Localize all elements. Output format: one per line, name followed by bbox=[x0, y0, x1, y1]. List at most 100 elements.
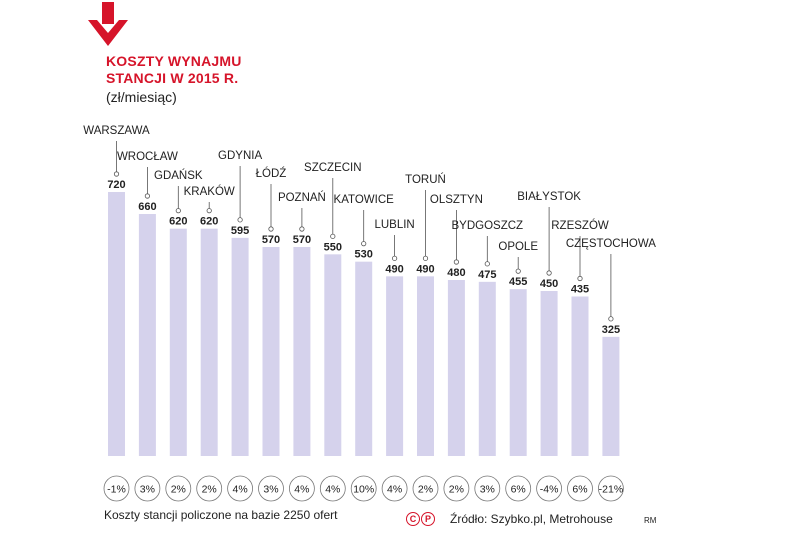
chart-title-line-2: STANCJI W 2015 R. bbox=[106, 70, 239, 86]
bar bbox=[602, 336, 620, 456]
bar bbox=[447, 280, 465, 456]
bar-value-label: 435 bbox=[571, 284, 589, 296]
change-badge bbox=[288, 475, 315, 502]
category-label: GDYNIA bbox=[218, 150, 262, 162]
down-arrow-icon bbox=[88, 2, 128, 46]
category-label: OLSZTYN bbox=[430, 194, 483, 206]
bar-value-label: 550 bbox=[324, 241, 342, 253]
source-credit: Źródło: Szybko.pl, Metrohouse bbox=[450, 512, 613, 526]
change-badge bbox=[103, 475, 130, 502]
logo-c: C bbox=[406, 512, 420, 526]
bar-value-label: 480 bbox=[447, 267, 465, 279]
category-label: BIAŁYSTOK bbox=[517, 191, 581, 203]
category-label: CZĘSTOCHOWA bbox=[566, 238, 656, 250]
bar-value-label: 570 bbox=[262, 234, 280, 246]
change-label: 2% bbox=[171, 484, 186, 496]
change-badge bbox=[412, 475, 439, 502]
bar bbox=[293, 247, 311, 456]
footnote: Koszty stancji policzone na bazie 2250 o… bbox=[104, 508, 338, 522]
bar bbox=[169, 228, 187, 456]
category-label: WARSZAWA bbox=[83, 125, 150, 137]
bar bbox=[231, 237, 249, 456]
leader-dot bbox=[206, 208, 212, 214]
bar bbox=[262, 247, 280, 456]
bar bbox=[417, 276, 434, 456]
change-label: 10% bbox=[353, 484, 374, 496]
bar-value-label: 595 bbox=[231, 225, 249, 237]
change-badge bbox=[196, 475, 223, 502]
leader-dot bbox=[113, 171, 120, 177]
leader-dot bbox=[299, 226, 305, 232]
leader-dot bbox=[268, 226, 274, 232]
category-label: KATOWICE bbox=[334, 194, 395, 206]
leader-dot bbox=[391, 255, 398, 261]
leader-dot bbox=[422, 255, 429, 261]
bar-value-label: 455 bbox=[509, 276, 527, 288]
change-label: 4% bbox=[325, 484, 340, 496]
change-badge bbox=[134, 475, 161, 502]
change-label: -21% bbox=[599, 484, 624, 496]
change-badge bbox=[227, 475, 254, 502]
category-label: LUBLIN bbox=[374, 219, 414, 231]
change-badge bbox=[505, 475, 532, 502]
leader-dot bbox=[515, 268, 521, 274]
change-badge bbox=[598, 475, 624, 502]
category-label: WROCŁAW bbox=[117, 151, 178, 163]
change-label: 2% bbox=[449, 484, 464, 496]
bar bbox=[324, 254, 342, 456]
bar-value-label: 620 bbox=[169, 216, 187, 228]
change-label: 4% bbox=[387, 484, 402, 496]
leader-dot bbox=[484, 261, 490, 267]
bar bbox=[108, 192, 125, 456]
cp-logo: C P bbox=[406, 512, 435, 526]
change-label: 4% bbox=[294, 484, 309, 496]
leader-dot bbox=[577, 275, 583, 282]
change-label: 6% bbox=[572, 484, 587, 496]
author-initials: RM bbox=[644, 516, 657, 525]
bar bbox=[200, 228, 218, 456]
leader-dot bbox=[237, 217, 243, 223]
bar-value-label: 490 bbox=[416, 263, 434, 275]
bar-value-label: 325 bbox=[602, 324, 620, 336]
bar-value-label: 620 bbox=[200, 216, 218, 228]
category-label: POZNAŃ bbox=[278, 191, 326, 204]
bar-value-label: 475 bbox=[478, 269, 496, 281]
leader-dot bbox=[175, 208, 181, 214]
category-label: RZESZÓW bbox=[551, 219, 609, 232]
bar bbox=[355, 261, 373, 456]
chart-title-line-1: KOSZTY WYNAJMU bbox=[106, 53, 242, 69]
change-label: 3% bbox=[140, 484, 155, 496]
change-badge bbox=[381, 475, 408, 502]
category-label: BYDGOSZCZ bbox=[452, 220, 524, 232]
leader-dot bbox=[330, 233, 336, 239]
category-label: TORUŃ bbox=[405, 173, 446, 186]
bar bbox=[571, 296, 589, 456]
category-label: SZCZECIN bbox=[304, 162, 362, 174]
bar-value-label: 570 bbox=[293, 234, 311, 246]
category-label: GDAŃSK bbox=[154, 169, 203, 182]
leader-dot bbox=[546, 270, 552, 276]
leader-dot bbox=[144, 193, 150, 199]
bar-value-label: 720 bbox=[107, 179, 125, 191]
category-label: KRAKÓW bbox=[184, 185, 235, 198]
bar bbox=[478, 281, 496, 456]
leader-dot bbox=[361, 241, 367, 247]
bar-value-label: 490 bbox=[385, 263, 403, 275]
change-badge bbox=[258, 475, 284, 502]
change-badge bbox=[536, 475, 562, 502]
change-badge bbox=[319, 475, 346, 502]
bar bbox=[386, 276, 404, 456]
bar-value-label: 530 bbox=[355, 249, 373, 261]
change-label: 3% bbox=[263, 484, 278, 496]
change-label: 2% bbox=[418, 484, 433, 496]
change-badge bbox=[443, 475, 470, 502]
change-label: 2% bbox=[202, 484, 217, 496]
chart-title: KOSZTY WYNAJMU STANCJI W 2015 R. bbox=[106, 53, 242, 87]
change-badge bbox=[567, 475, 593, 502]
category-label: OPOLE bbox=[498, 241, 538, 253]
bar bbox=[509, 289, 527, 456]
change-badge bbox=[165, 475, 192, 502]
logo-p: P bbox=[421, 512, 435, 526]
bar bbox=[138, 214, 156, 456]
